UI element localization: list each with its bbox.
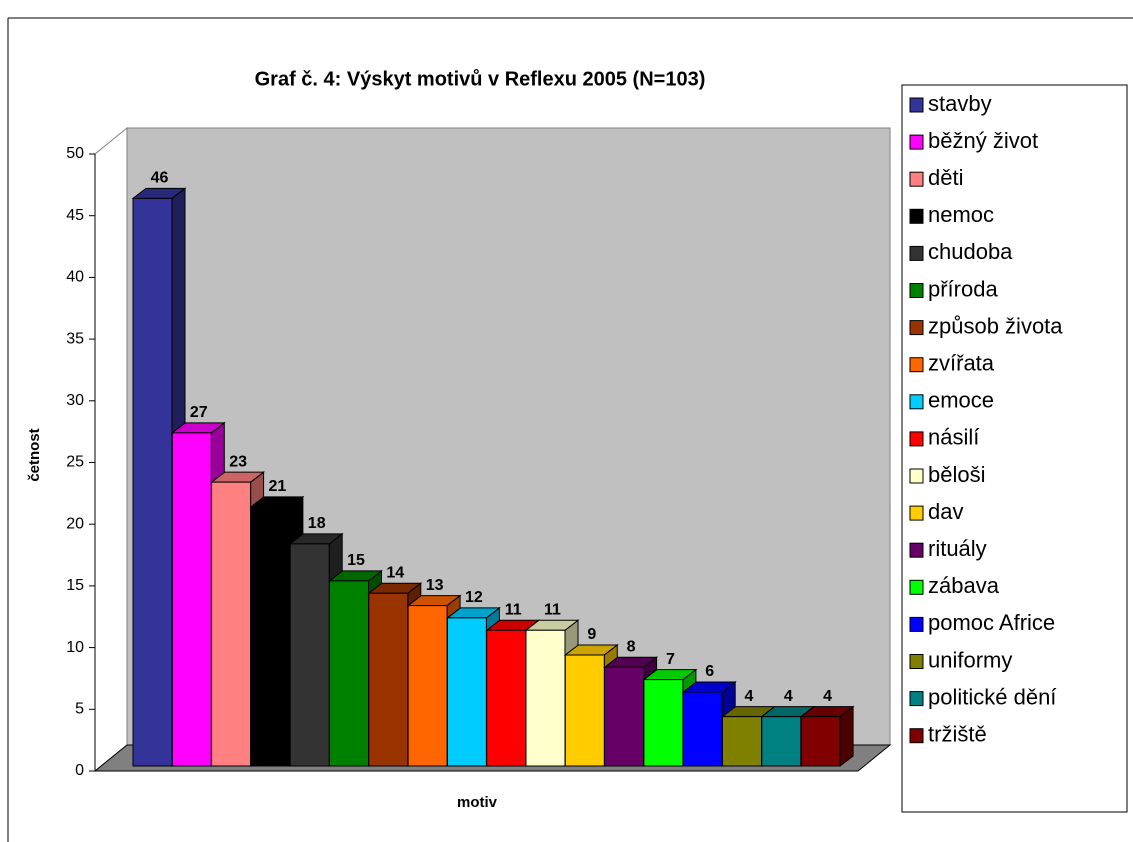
legend-swatch: [909, 542, 924, 558]
value-label: 11: [505, 601, 522, 618]
y-tick-label: 25: [66, 454, 84, 471]
legend-label: politické dění: [928, 684, 1056, 709]
bar-face: [132, 197, 173, 767]
legend-swatch: [909, 134, 924, 150]
value-label: 4: [745, 688, 754, 705]
legend-label: emoce: [928, 388, 994, 413]
value-label: 23: [229, 453, 247, 470]
legend-label: zvířata: [928, 351, 995, 376]
legend: [901, 84, 1128, 813]
legend-label: dav: [928, 499, 963, 524]
bar-face: [329, 580, 369, 767]
y-tick-label: 40: [66, 269, 84, 286]
value-label: 11: [544, 601, 561, 618]
legend-swatch: [909, 616, 924, 632]
value-label: 13: [426, 577, 444, 594]
legend-swatch: [909, 468, 924, 484]
bar-face: [407, 605, 448, 767]
legend-swatch: [909, 283, 924, 298]
bar-face: [800, 716, 841, 767]
value-label: 46: [151, 170, 169, 187]
bar-face: [171, 432, 212, 767]
legend-swatch: [909, 171, 924, 187]
x-axis-label: motiv: [457, 794, 498, 811]
value-label: 21: [269, 478, 287, 495]
value-label: 4: [823, 688, 832, 705]
legend-label: běžný život: [928, 128, 1038, 153]
legend-swatch: [909, 579, 924, 595]
legend-swatch: [909, 505, 924, 521]
bar-face: [722, 716, 762, 767]
bar-face: [525, 629, 566, 767]
y-tick-label: 35: [66, 330, 84, 347]
value-label: 6: [705, 663, 714, 680]
value-label: 14: [386, 564, 404, 581]
legend-label: pomoc Africe: [928, 610, 1055, 635]
legend-label: nemoc: [928, 202, 994, 227]
legend-label: násilí: [928, 425, 979, 450]
legend-label: příroda: [928, 276, 998, 301]
bar-face: [446, 617, 487, 767]
legend-swatch: [909, 691, 924, 707]
bar-face: [761, 716, 802, 767]
bar-face: [368, 592, 409, 767]
legend-label: rituály: [928, 536, 987, 561]
value-label: 9: [587, 626, 596, 643]
legend-label: běloši: [928, 462, 985, 487]
legend-swatch: [909, 431, 924, 447]
legend-label: uniformy: [928, 647, 1012, 672]
legend-label: stavby: [928, 91, 992, 116]
value-label: 27: [190, 404, 208, 421]
value-label: 15: [347, 552, 365, 569]
bar-face: [682, 691, 723, 767]
chart-title: Graf č. 4: Výskyt motivů v Reflexu 2005 …: [255, 68, 706, 90]
y-tick-label: 0: [75, 762, 84, 779]
bar-face: [486, 629, 527, 767]
legend-swatch: [909, 728, 924, 744]
legend-label: chudoba: [928, 239, 1013, 264]
side-wall: [94, 126, 128, 773]
bar-face: [250, 506, 291, 767]
legend-swatch: [909, 357, 924, 373]
bar-face: [564, 654, 605, 767]
legend-swatch: [909, 654, 924, 669]
legend-label: děti: [928, 165, 963, 190]
legend-swatch: [909, 394, 924, 410]
y-tick-label: 30: [66, 392, 84, 409]
bar-face: [604, 666, 645, 767]
value-label: 7: [666, 651, 675, 668]
y-tick-label: 45: [66, 207, 84, 224]
y-axis-label: četnost: [26, 428, 43, 481]
bar-face: [643, 679, 684, 767]
legend-label: zábava: [928, 573, 1000, 598]
value-label: 12: [465, 589, 483, 606]
legend-swatch: [909, 320, 924, 336]
y-tick-label: 15: [66, 577, 84, 594]
value-label: 18: [308, 515, 326, 532]
y-tick-label: 50: [66, 145, 84, 162]
legend-swatch: [909, 208, 924, 224]
y-tick-label: 5: [75, 701, 84, 718]
bar: [799, 705, 855, 768]
y-tick-label: 10: [66, 639, 84, 656]
legend-swatch: [909, 97, 924, 113]
y-tick-label: 20: [66, 515, 84, 532]
value-label: 8: [627, 638, 636, 655]
value-label: 4: [784, 688, 793, 705]
legend-label: tržiště: [928, 722, 987, 747]
bar-face: [289, 543, 330, 767]
legend-label: způsob života: [928, 313, 1063, 338]
bar-face: [211, 481, 252, 767]
legend-swatch: [909, 245, 924, 261]
